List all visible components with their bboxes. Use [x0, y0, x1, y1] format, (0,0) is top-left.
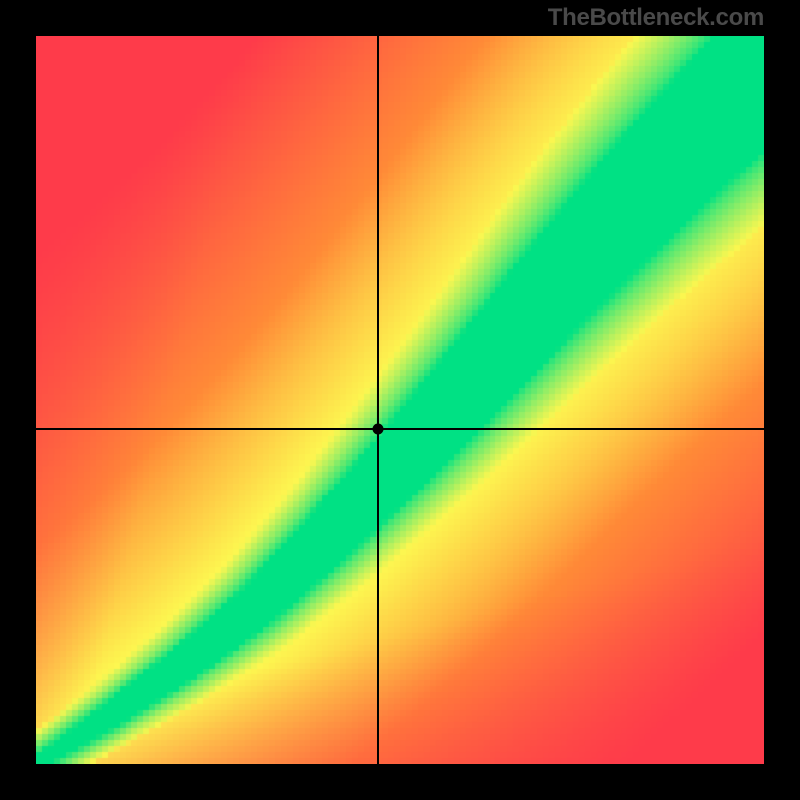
crosshair-horizontal [36, 428, 764, 430]
plot-area [36, 36, 764, 764]
chart-frame: TheBottleneck.com [0, 0, 800, 800]
marker-dot [373, 424, 384, 435]
watermark-text: TheBottleneck.com [548, 4, 764, 32]
crosshair-vertical [377, 36, 379, 764]
heatmap-canvas [36, 36, 764, 764]
